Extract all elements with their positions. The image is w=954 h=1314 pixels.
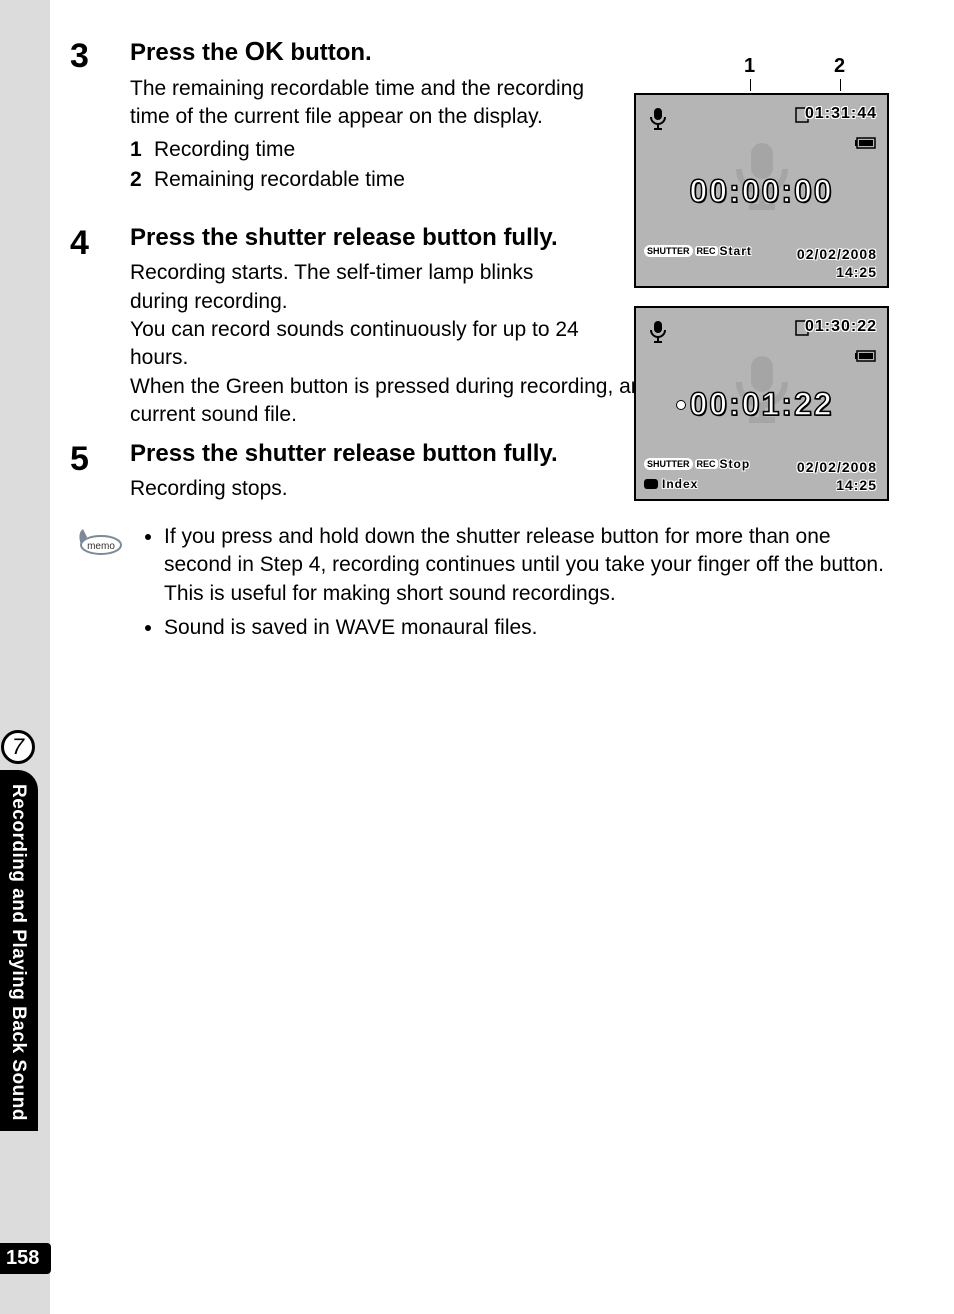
green-button-icon: [644, 479, 658, 489]
battery-icon: [855, 137, 877, 149]
memo-item-1: If you press and hold down the shutter r…: [164, 523, 890, 608]
mic-icon: [648, 320, 668, 344]
lcd2-index: Index: [662, 477, 698, 491]
sublist-item-1: 1Recording time: [130, 135, 590, 164]
battery-icon: [855, 350, 877, 362]
step-4-body1: Recording starts. The self-timer lamp bl…: [130, 259, 590, 316]
shutter-badge: SHUTTER: [644, 458, 693, 470]
lcd2-index-row: Index: [644, 477, 698, 491]
step-3-sublist: 1Recording time 2Remaining recordable ti…: [130, 135, 590, 194]
side-black-tab: Recording and Playing Back Sound: [0, 770, 38, 1131]
step-3-body: The remaining recordable time and the re…: [130, 75, 590, 132]
lcd1-remaining: 01:31:44: [805, 105, 877, 123]
lcd2-bottom-left: SHUTTER REC Stop: [644, 457, 750, 471]
svg-text:memo: memo: [87, 541, 115, 552]
lcd2-time: 14:25: [836, 477, 877, 493]
lcd1-action: Start: [720, 244, 752, 258]
lcd1-time: 14:25: [836, 264, 877, 280]
callout-1: 1: [744, 55, 755, 78]
ok-button-label: OK: [245, 36, 284, 66]
sublist-1-text: Recording time: [154, 138, 295, 161]
lcd1-bottom-left: SHUTTER REC Start: [644, 244, 752, 258]
lcd2-action: Stop: [720, 457, 751, 471]
callout-2: 2: [834, 55, 845, 78]
memo-item-2: Sound is saved in WAVE monaural files.: [164, 614, 890, 642]
step-5-number: 5: [70, 438, 130, 504]
memo-body: If you press and hold down the shutter r…: [130, 523, 890, 648]
sublist-2-text: Remaining recordable time: [154, 168, 405, 191]
callout-2-label: 2: [834, 55, 845, 77]
lcd-screen-before: 01:31:44 00:00:00 SHUTTER REC Start 02/0…: [634, 93, 889, 288]
lcd-stack: 1 2 01:31:44 00:00:00 SHUTTER REC Start …: [634, 55, 889, 519]
lcd2-main-time: 00:01:22: [636, 386, 887, 423]
step-3-title: Press the OK button.: [130, 35, 590, 69]
lcd-callouts: 1 2: [634, 55, 889, 93]
step-4-number: 4: [70, 222, 130, 429]
shutter-badge: SHUTTER: [644, 245, 693, 257]
rec-badge: REC: [695, 459, 718, 469]
lcd-screen-recording: 01:30:22 00:01:22 SHUTTER REC Stop Index…: [634, 306, 889, 501]
sublist-item-2: 2Remaining recordable time: [130, 165, 590, 194]
step-3-number: 3: [70, 35, 130, 194]
side-tab: 7 Recording and Playing Back Sound: [0, 730, 38, 1131]
memo-icon: memo: [70, 523, 130, 648]
step-3-title-pre: Press the: [130, 39, 245, 66]
lcd1-date: 02/02/2008: [797, 246, 877, 262]
memo-block: memo If you press and hold down the shut…: [70, 523, 890, 648]
step-4-title: Press the shutter release button fully.: [130, 222, 590, 253]
step-4-body2: You can record sounds continuously for u…: [130, 316, 590, 373]
lcd2-remaining: 01:30:22: [805, 318, 877, 336]
mic-icon: [648, 107, 668, 131]
callout-1-label: 1: [744, 55, 755, 77]
step-3-title-post: button.: [284, 39, 372, 66]
rec-badge: REC: [695, 246, 718, 256]
page-number: 158: [0, 1243, 51, 1274]
sublist-2-num: 2: [130, 165, 154, 194]
lcd1-main-time: 00:00:00: [636, 173, 887, 210]
lcd2-date: 02/02/2008: [797, 459, 877, 475]
chapter-number: 7: [1, 730, 35, 764]
sublist-1-num: 1: [130, 135, 154, 164]
side-chapter-title: Recording and Playing Back Sound: [7, 784, 29, 1121]
